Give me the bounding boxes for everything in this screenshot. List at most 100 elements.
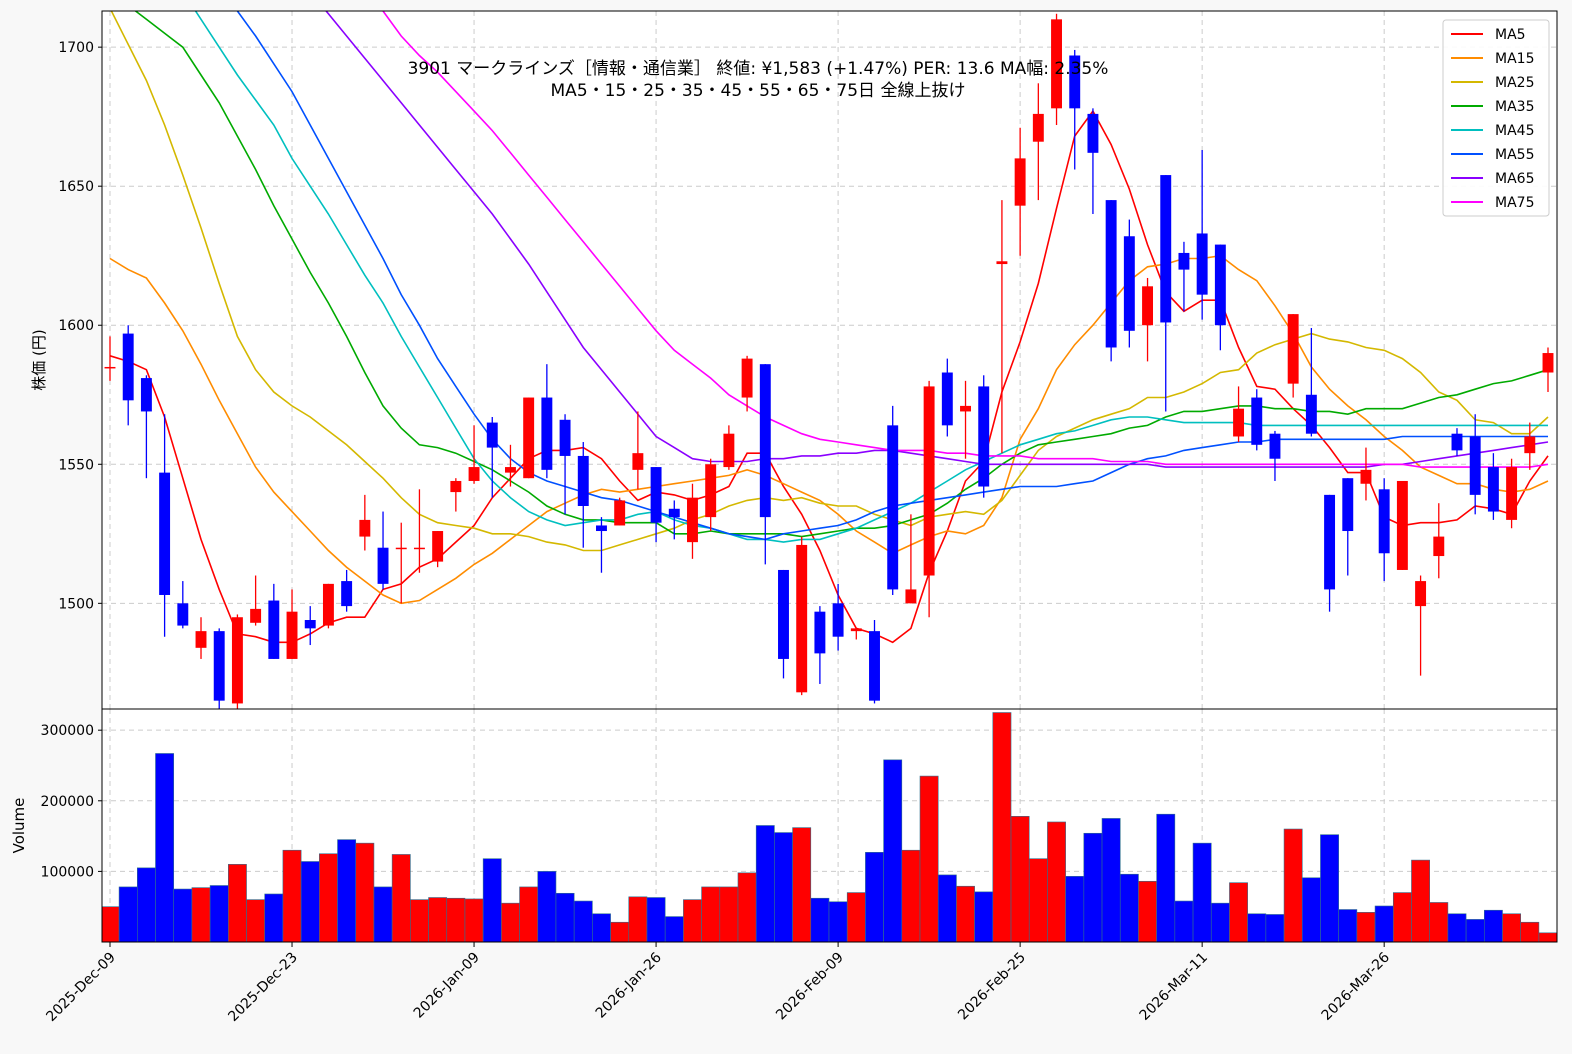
chart-title-line2: MA5・15・25・35・45・55・65・75日 全線上抜け bbox=[551, 81, 966, 101]
candle-body bbox=[1178, 252, 1190, 270]
candle-body bbox=[213, 631, 225, 701]
legend-label: MA25 bbox=[1495, 75, 1534, 91]
volume-bar bbox=[373, 886, 393, 942]
volume-bar bbox=[191, 887, 211, 942]
price-axis-label: 株価 (円) bbox=[30, 329, 48, 390]
candle-body bbox=[1105, 200, 1117, 348]
volume-bar bbox=[519, 886, 539, 942]
candle-body bbox=[1415, 581, 1427, 607]
volume-bar bbox=[355, 842, 375, 942]
volume-bar bbox=[209, 885, 229, 942]
volume-bar bbox=[1283, 828, 1303, 942]
volume-bar bbox=[1447, 913, 1467, 942]
volume-bar bbox=[300, 861, 320, 942]
candle-body bbox=[1069, 55, 1081, 109]
volume-bar bbox=[1483, 909, 1503, 942]
volume-bar bbox=[1083, 832, 1103, 942]
candle-body bbox=[1487, 467, 1499, 512]
price-tick-label: 1600 bbox=[58, 318, 94, 334]
volume-bar bbox=[1119, 873, 1139, 942]
price-tick-label: 1500 bbox=[58, 596, 94, 612]
volume-bar bbox=[1229, 882, 1248, 942]
volume-bar bbox=[1047, 821, 1066, 942]
candle-body bbox=[996, 261, 1008, 265]
volume-bar bbox=[883, 759, 903, 942]
candle-body bbox=[1542, 353, 1554, 373]
candle-body bbox=[723, 433, 735, 468]
volume-bar bbox=[1356, 912, 1376, 942]
volume-bar bbox=[1502, 913, 1521, 942]
volume-bar bbox=[1411, 859, 1430, 942]
chart-title-line1: 3901 マークラインズ［情報・通信業］ 終値: ¥1,583 (+1.47%)… bbox=[408, 59, 1109, 79]
candle-body bbox=[1360, 469, 1372, 484]
candle-body bbox=[614, 500, 626, 526]
volume-bar bbox=[228, 864, 247, 942]
candle-body bbox=[122, 333, 134, 401]
candle-body bbox=[905, 589, 917, 604]
legend-label: MA45 bbox=[1495, 123, 1534, 139]
volume-bar bbox=[1338, 909, 1358, 942]
volume-axis-label: Volume bbox=[10, 798, 28, 854]
volume-bar bbox=[865, 852, 884, 942]
legend: MA5 MA15 MA25 MA35 MA45 MA55 MA65 MA75 bbox=[1442, 19, 1550, 217]
candle-body bbox=[286, 611, 298, 659]
candle-body bbox=[432, 531, 444, 562]
legend-label: MA75 bbox=[1495, 195, 1534, 211]
candle-body bbox=[850, 628, 862, 632]
volume-bar bbox=[1138, 880, 1157, 942]
volume-bar bbox=[956, 885, 975, 942]
volume-bar bbox=[555, 892, 575, 942]
price-tick-label: 1550 bbox=[58, 457, 94, 473]
candle-body bbox=[1087, 113, 1099, 153]
candle-body bbox=[1287, 314, 1299, 384]
volume-bar bbox=[391, 854, 411, 942]
candle-body bbox=[1123, 236, 1135, 331]
volume-bar bbox=[1210, 902, 1230, 942]
candle-body bbox=[268, 600, 280, 659]
legend-label: MA55 bbox=[1495, 147, 1534, 163]
volume-bar bbox=[683, 899, 702, 942]
candle-body bbox=[1305, 394, 1317, 434]
volume-bar bbox=[1247, 913, 1267, 942]
candle-body bbox=[322, 583, 334, 626]
volume-bar bbox=[992, 712, 1012, 942]
volume-bar bbox=[664, 916, 684, 942]
candle-body bbox=[395, 547, 407, 550]
candle-body bbox=[1342, 478, 1354, 532]
candle-body bbox=[1196, 233, 1208, 295]
volume-bar bbox=[1320, 834, 1339, 942]
volume-bar bbox=[501, 902, 520, 942]
volume-bar bbox=[173, 888, 193, 942]
candle-body bbox=[504, 467, 516, 473]
candle-body bbox=[1251, 397, 1263, 445]
candle-body bbox=[1233, 408, 1245, 437]
volume-bar bbox=[1374, 905, 1394, 942]
candle-body bbox=[687, 497, 698, 543]
volume-bar bbox=[774, 832, 793, 942]
volume-bar bbox=[1156, 813, 1176, 942]
volume-tick-label: 200000 bbox=[41, 794, 94, 810]
candles bbox=[104, 13, 1554, 709]
ma-line-ma75 bbox=[381, 11, 1549, 468]
candle-body bbox=[177, 603, 189, 626]
candle-body bbox=[104, 366, 116, 369]
volume-bar bbox=[282, 849, 302, 942]
volume-bar bbox=[1174, 900, 1194, 942]
candle-body bbox=[759, 364, 771, 518]
volume-bar bbox=[1301, 877, 1321, 942]
volume-bar bbox=[719, 886, 739, 942]
volume-bar bbox=[1429, 902, 1449, 942]
candle-body bbox=[596, 525, 607, 532]
candle-body bbox=[832, 603, 844, 637]
volume-tick-label: 100000 bbox=[41, 864, 94, 880]
volume-bar bbox=[337, 839, 357, 942]
candle-body bbox=[705, 464, 717, 518]
candle-body bbox=[413, 547, 425, 550]
volume-bar bbox=[974, 891, 994, 942]
candle-body bbox=[577, 455, 589, 506]
volume-bar bbox=[1010, 816, 1030, 942]
volume-bar bbox=[155, 753, 175, 942]
volume-bar bbox=[701, 886, 721, 942]
volume-bar bbox=[464, 898, 484, 942]
